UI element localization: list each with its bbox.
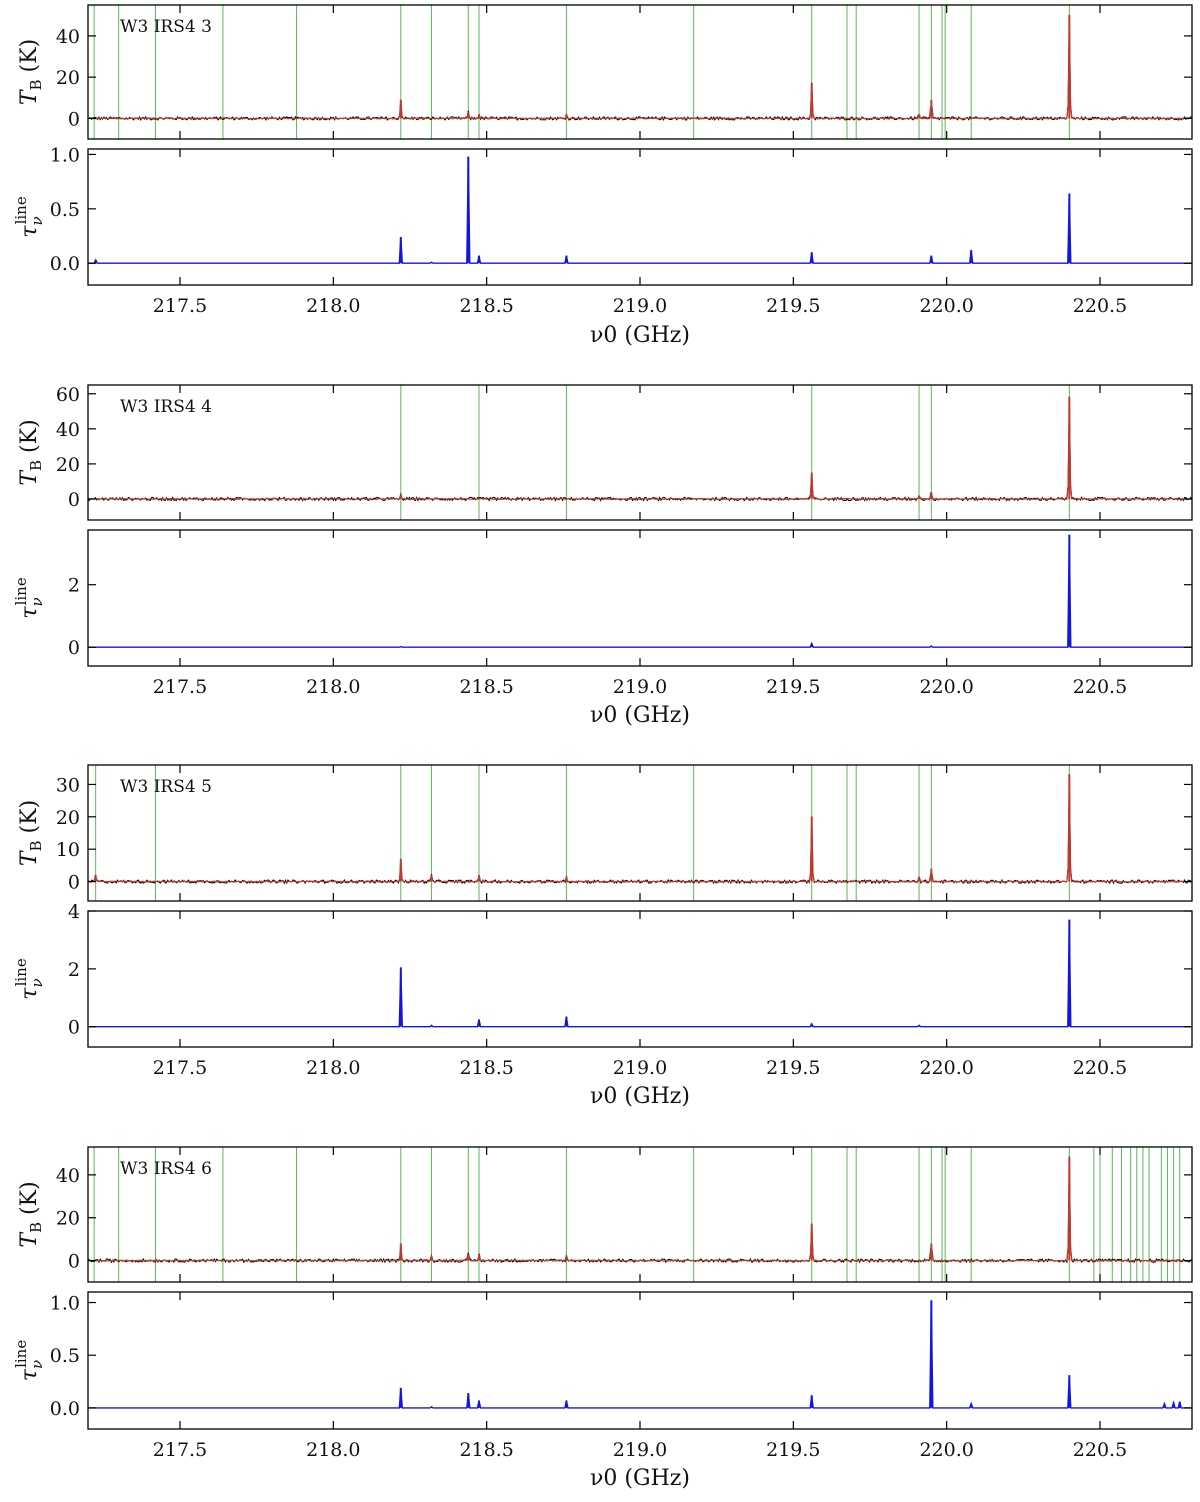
- opacity-panel: 0 2 217.5 218.0 218.5 219.0 219.5 220.0 220.5 τνl…: [12, 529, 1193, 698]
- xtick-label: 219.5: [766, 295, 820, 317]
- brightness-panel: 0 10 20 30 W3 IRS4 5 TB (K): [17, 764, 1193, 902]
- xtick-label: 220.5: [1073, 676, 1127, 698]
- model-spectrum: [88, 15, 1192, 120]
- observed-spectrum: [88, 773, 1192, 885]
- xlabel: ν0 (GHz): [590, 323, 690, 348]
- tb-ytick-label: 0: [68, 489, 80, 511]
- tb-ytick-label: 20: [56, 1208, 80, 1230]
- brightness-panel: 0 20 40 W3 IRS4 6 TB (K): [17, 1146, 1193, 1283]
- chart-block-2: 0 20 40 60 W3 IRS4 4 TB (K) 0 2 217.5 218.0 218.5 2…: [12, 384, 1193, 728]
- tau-ylabel: τνline: [12, 1340, 46, 1382]
- tau-ytick-label: 0: [68, 637, 80, 659]
- tb-ytick-label: 40: [56, 1165, 80, 1187]
- tau-spectrum: [88, 919, 1192, 1028]
- xtick-label: 220.0: [919, 295, 973, 317]
- model-spectrum: [88, 1157, 1192, 1263]
- tb-ytick-label: 60: [56, 384, 80, 406]
- observed-spectrum: [88, 396, 1192, 502]
- xtick-label: 219.0: [613, 1439, 667, 1461]
- xtick-label: 219.0: [613, 676, 667, 698]
- xlabel: ν0 (GHz): [590, 1466, 690, 1491]
- chart-block-3: 0 10 20 30 W3 IRS4 5 TB (K) 0 2 4 217.5 218.0 218.5…: [12, 764, 1193, 1109]
- opacity-panel: 0 2 4 217.5 218.0 218.5 219.0 219.5 220.0 220.5 τν…: [12, 901, 1193, 1079]
- xtick-label: 218.0: [306, 676, 360, 698]
- opacity-frame: [87, 148, 1193, 286]
- tau-ytick-label: 0: [68, 1017, 80, 1039]
- tau-ytick-label: 0.0: [50, 253, 80, 275]
- source-label: W3 IRS4 3: [120, 17, 212, 37]
- tau-ytick-label: 1.0: [50, 144, 80, 166]
- xtick-label: 218.0: [306, 1057, 360, 1079]
- tau-spectrum: [88, 156, 1192, 264]
- brightness-frame: [87, 764, 1193, 902]
- xtick-label: 218.5: [459, 295, 513, 317]
- opacity-frame: [87, 529, 1193, 667]
- tau-ytick-label: 0.5: [50, 199, 80, 221]
- tb-ytick-label: 20: [56, 807, 80, 829]
- xtick-label: 220.0: [919, 1057, 973, 1079]
- opacity-panel: 0.0 0.5 1.0 217.5 218.0 218.5 219.0 219.5 220.0 2…: [12, 144, 1193, 317]
- xtick-label: 219.0: [613, 295, 667, 317]
- xtick-label: 217.5: [153, 295, 207, 317]
- tau-ytick-label: 1.0: [50, 1293, 80, 1315]
- tb-ytick-label: 40: [56, 26, 80, 48]
- brightness-panel: 0 20 40 W3 IRS4 3 TB (K): [17, 4, 1193, 140]
- xtick-label: 220.0: [919, 676, 973, 698]
- tb-ytick-label: 0: [68, 108, 80, 130]
- tau-ytick-label: 2: [68, 575, 80, 597]
- brightness-panel: 0 20 40 60 W3 IRS4 4 TB (K): [17, 384, 1193, 521]
- chart-block-4: 0 20 40 W3 IRS4 6 TB (K) 0.0 0.5 1.0 217.5 218.0 2…: [12, 1146, 1193, 1491]
- tb-ylabel: TB (K): [17, 39, 45, 105]
- xtick-label: 217.5: [153, 1439, 207, 1461]
- tau-spectrum: [88, 1300, 1192, 1409]
- opacity-panel: 0.0 0.5 1.0 217.5 218.0 218.5 219.0 219.5 220.0 2…: [12, 1291, 1193, 1461]
- tau-ytick-label: 0.0: [50, 1398, 80, 1420]
- tb-ytick-label: 40: [56, 419, 80, 441]
- xtick-label: 217.5: [153, 676, 207, 698]
- source-label: W3 IRS4 6: [120, 1159, 212, 1179]
- xtick-label: 219.5: [766, 1057, 820, 1079]
- source-label: W3 IRS4 4: [120, 397, 212, 417]
- source-label: W3 IRS4 5: [120, 777, 212, 797]
- tb-ylabel: TB (K): [17, 1181, 45, 1247]
- xtick-label: 220.5: [1073, 1439, 1127, 1461]
- tb-ylabel: TB (K): [17, 419, 45, 485]
- tau-ytick-label: 4: [68, 901, 80, 923]
- observed-spectrum: [88, 14, 1192, 122]
- tb-ytick-label: 10: [56, 839, 80, 861]
- tau-ylabel: τνline: [12, 577, 46, 619]
- tb-ylabel: TB (K): [17, 800, 45, 866]
- xtick-label: 218.0: [306, 295, 360, 317]
- tau-spectrum: [88, 534, 1192, 648]
- xtick-label: 220.5: [1073, 1057, 1127, 1079]
- chart-block-1: 0 20 40 W3 IRS4 3 TB (K) 0.0 0.5 1.0 217.5 218.0 2…: [12, 4, 1193, 348]
- xtick-label: 218.5: [459, 1439, 513, 1461]
- model-spectrum: [88, 774, 1192, 883]
- xtick-label: 219.5: [766, 676, 820, 698]
- xlabel: ν0 (GHz): [590, 703, 690, 728]
- xtick-label: 219.5: [766, 1439, 820, 1461]
- xtick-label: 220.0: [919, 1439, 973, 1461]
- xtick-label: 218.5: [459, 676, 513, 698]
- tau-ytick-label: 2: [68, 959, 80, 981]
- observed-spectrum: [88, 1156, 1192, 1264]
- xtick-label: 220.5: [1073, 295, 1127, 317]
- tb-ytick-label: 0: [68, 1251, 80, 1273]
- model-spectrum: [88, 397, 1192, 501]
- tb-ytick-label: 20: [56, 67, 80, 89]
- xlabel: ν0 (GHz): [590, 1084, 690, 1109]
- xtick-label: 217.5: [153, 1057, 207, 1079]
- xtick-label: 218.5: [459, 1057, 513, 1079]
- tb-ytick-label: 20: [56, 454, 80, 476]
- tau-ylabel: τνline: [12, 958, 46, 1000]
- tb-ytick-label: 0: [68, 872, 80, 894]
- xtick-label: 218.0: [306, 1439, 360, 1461]
- tb-ytick-label: 30: [56, 774, 80, 796]
- tau-ytick-label: 0.5: [50, 1345, 80, 1367]
- xtick-label: 219.0: [613, 1057, 667, 1079]
- tau-ylabel: τνline: [12, 196, 46, 238]
